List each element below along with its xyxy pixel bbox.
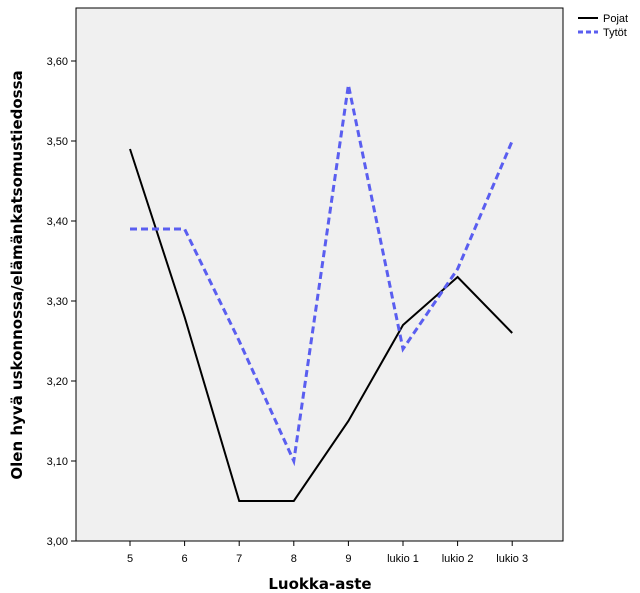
y-tick-label: 3,20 [47, 376, 68, 388]
y-axis-title: Olen hyvä uskonnossa/elämänkatsomustiedo… [8, 70, 26, 479]
legend-label: Pojat [603, 13, 628, 25]
y-tick-label: 3,00 [47, 536, 68, 548]
x-tick-label: 6 [182, 553, 188, 565]
x-tick-label: lukio 2 [442, 553, 474, 565]
y-tick-label: 3,30 [47, 296, 68, 308]
x-tick-label: 9 [345, 553, 351, 565]
y-axis: 3,00 3,10 3,20 3,30 3,40 3,50 3,60 [47, 56, 76, 548]
x-tick-label: 8 [291, 553, 297, 565]
y-tick-label: 3,10 [47, 456, 68, 468]
x-tick-label: lukio 1 [387, 553, 419, 565]
y-tick-label: 3,60 [47, 56, 68, 68]
x-axis: 5 6 7 8 9 lukio 1 lukio 2 lukio 3 [127, 541, 528, 565]
x-tick-label: lukio 3 [496, 553, 528, 565]
x-axis-title: Luokka-aste [268, 575, 371, 593]
legend: Pojat Tytöt [578, 13, 628, 39]
x-tick-label: 5 [127, 553, 133, 565]
series-line-2 [130, 84, 514, 467]
series-line-1 [129, 148, 513, 502]
series-lines [129, 84, 514, 502]
y-tick-label: 3,40 [47, 216, 68, 228]
legend-label: Tytöt [603, 27, 627, 39]
y-tick-label: 3,50 [47, 136, 68, 148]
x-tick-label: 7 [236, 553, 242, 565]
